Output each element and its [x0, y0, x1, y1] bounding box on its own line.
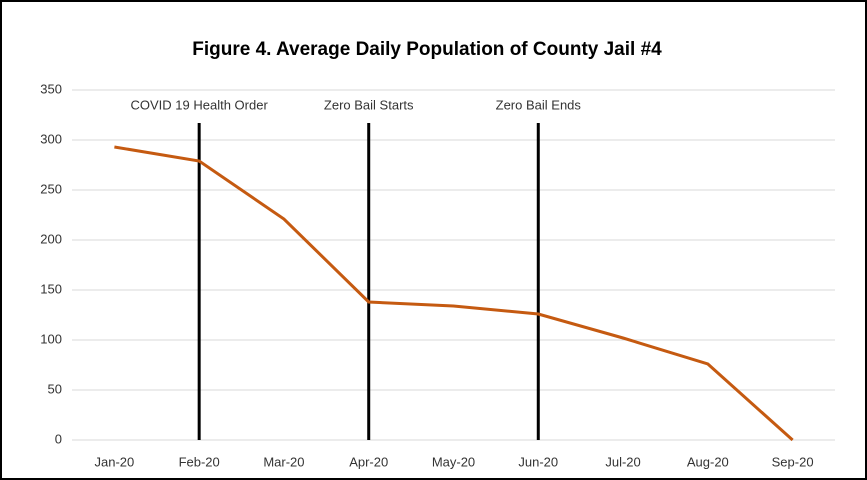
y-tick-label: 100	[40, 331, 62, 346]
x-tick-label: Jan-20	[95, 454, 135, 469]
x-tick-label: Sep-20	[772, 454, 814, 469]
y-tick-label: 300	[40, 131, 62, 146]
y-tick-label: 50	[48, 381, 62, 396]
y-tick-label: 350	[40, 81, 62, 96]
data-line	[114, 145, 794, 442]
annotation-label: Zero Bail Starts	[324, 97, 414, 112]
y-tick-label: 250	[40, 181, 62, 196]
annotation-label: Zero Bail Ends	[496, 97, 582, 112]
y-tick-label: 200	[40, 231, 62, 246]
x-tick-label: Jun-20	[518, 454, 558, 469]
x-tick-label: Apr-20	[349, 454, 388, 469]
annotation-label: COVID 19 Health Order	[131, 97, 269, 112]
y-tick-label: 150	[40, 281, 62, 296]
y-tick-label: 0	[55, 431, 62, 446]
x-tick-label: Jul-20	[605, 454, 640, 469]
x-tick-label: Mar-20	[263, 454, 304, 469]
x-tick-label: Aug-20	[687, 454, 729, 469]
chart-title: Figure 4. Average Daily Population of Co…	[192, 39, 662, 60]
x-tick-label: Feb-20	[179, 454, 220, 469]
x-tick-label: May-20	[432, 454, 475, 469]
